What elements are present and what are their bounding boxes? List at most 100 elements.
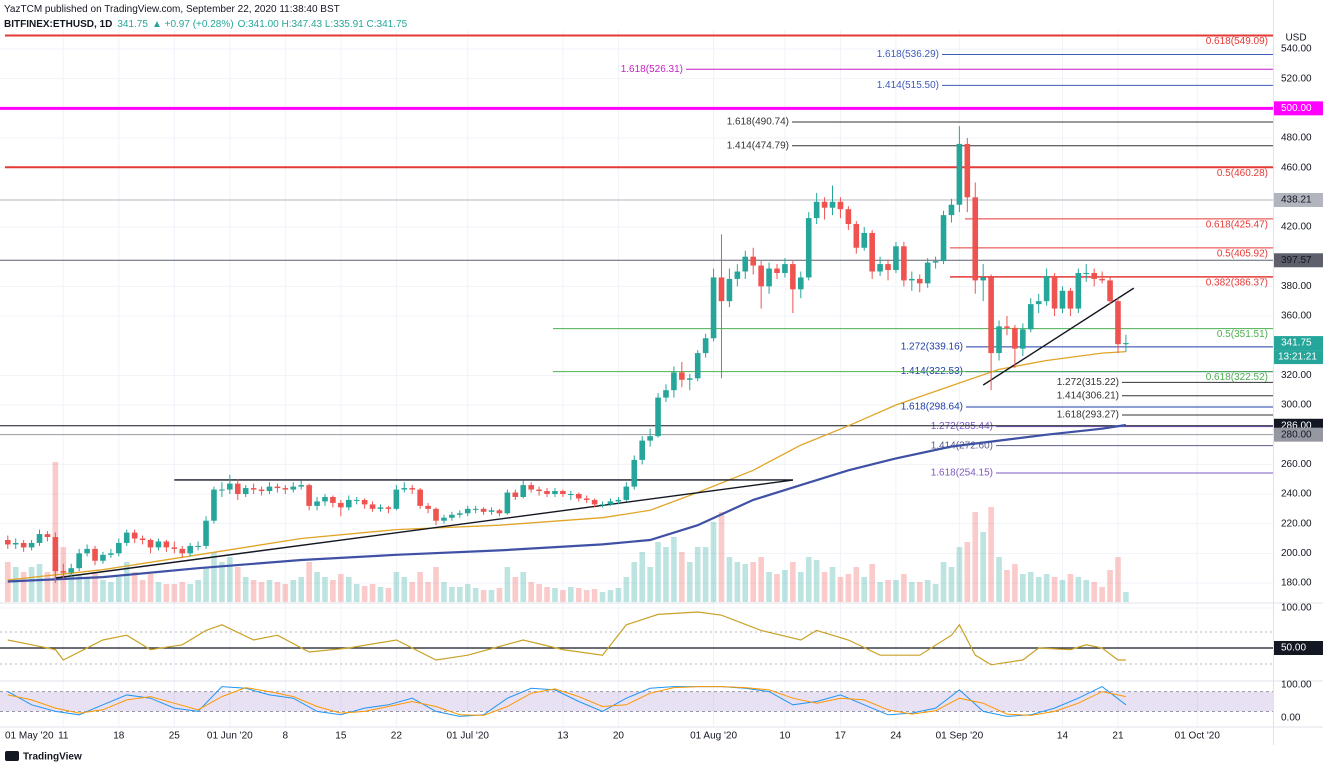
volume-bar [766, 572, 772, 602]
candle-body [258, 489, 265, 492]
candle-body [758, 265, 764, 287]
volume-bar [123, 562, 130, 602]
candle-body [1099, 278, 1105, 281]
candle-body [591, 499, 598, 505]
volume-bar [758, 557, 764, 602]
volume-bar [52, 462, 59, 602]
volume-bar [560, 590, 566, 602]
volume-bar [1035, 577, 1042, 602]
volume-bar [924, 580, 931, 602]
candle-body [568, 494, 574, 496]
volume-bar [298, 577, 304, 602]
candle-body [821, 201, 828, 208]
volume-bar [591, 589, 598, 602]
candle-body [211, 489, 217, 521]
candle-body [179, 548, 186, 554]
candle-body [813, 201, 820, 219]
indicator-layer [0, 607, 1273, 717]
last: 341.75 [117, 19, 148, 30]
marker-label: 438.21 [1281, 195, 1312, 206]
candle-body [171, 547, 178, 549]
volume-bar [980, 532, 986, 602]
candle-body [1059, 290, 1066, 309]
volume-bar [163, 584, 170, 602]
volume-bar [1004, 570, 1010, 602]
candle-body [615, 499, 622, 502]
x-tick-label: 21 [1112, 731, 1124, 742]
candle-body [496, 510, 503, 514]
candle-body [1067, 290, 1074, 309]
candle-body [877, 264, 883, 272]
level-label: 1.618(298.64) [901, 402, 963, 413]
candle-body [1107, 280, 1113, 302]
rsi-line [7, 611, 1126, 666]
candle-body [353, 499, 360, 501]
candle-body [433, 508, 439, 521]
candle-body [552, 491, 558, 495]
candle-body [338, 502, 344, 508]
volume-bar [528, 582, 534, 602]
x-tick-label: 17 [835, 731, 847, 742]
candle-body [250, 488, 257, 490]
candle-body [750, 256, 757, 266]
x-tick-label: 01 Sep '20 [936, 731, 984, 742]
last-price-label: 341.75 [1281, 338, 1312, 349]
candle-body [805, 218, 812, 278]
candle-body [560, 491, 566, 495]
volume-bar [885, 580, 891, 602]
candle-body [425, 505, 431, 509]
candle-body [845, 209, 852, 225]
candle-body [1035, 301, 1042, 305]
volume-bar [449, 587, 455, 602]
volume-bar [932, 584, 939, 602]
volume-bar [100, 580, 106, 602]
candle-body [377, 507, 384, 509]
volume-bar [345, 577, 352, 602]
volume-bar [520, 572, 527, 602]
candle-body [790, 264, 796, 290]
candle-body [401, 488, 408, 490]
candle-body [901, 246, 907, 281]
volume-bar [179, 582, 186, 602]
volume-bar [1107, 570, 1113, 602]
moving-average [7, 423, 1127, 583]
ma-layer [7, 287, 1135, 583]
candle-body [1083, 272, 1090, 274]
candle-body [893, 246, 899, 271]
volume-bar [599, 592, 606, 602]
candle-body [409, 488, 416, 490]
volume-bar [234, 567, 241, 602]
volume-bar [996, 557, 1002, 602]
volume-bar [393, 572, 400, 602]
candle-body [282, 488, 289, 490]
marker-label: 500.00 [1281, 103, 1312, 114]
volume-bar [631, 562, 638, 602]
volume-bar [869, 564, 875, 602]
volume-bar [1099, 587, 1105, 602]
candle-body [393, 489, 400, 509]
candle-body [385, 507, 392, 509]
candle-body [155, 541, 162, 548]
volume-bar [92, 572, 98, 602]
volume-bar [417, 572, 423, 602]
candle-body [417, 489, 423, 506]
level-label: 0.5(405.92) [1217, 249, 1268, 260]
candle-body [948, 204, 955, 216]
candle-body [639, 440, 645, 460]
candle-body [1091, 272, 1097, 279]
candle-body [139, 538, 146, 540]
volume-bar [1020, 574, 1026, 602]
y-tick-label: 200.00 [1281, 548, 1312, 559]
candle-body [36, 534, 43, 543]
volume-bar [504, 567, 511, 602]
volume-bar [671, 537, 677, 602]
x-tick-label: 11 [58, 731, 69, 742]
candle-body [766, 268, 772, 287]
volume-bar [250, 580, 257, 602]
candle-body [12, 542, 19, 545]
candle-body [480, 508, 487, 512]
level-label: 0.5(351.51) [1217, 329, 1268, 340]
candle-body [100, 554, 106, 561]
